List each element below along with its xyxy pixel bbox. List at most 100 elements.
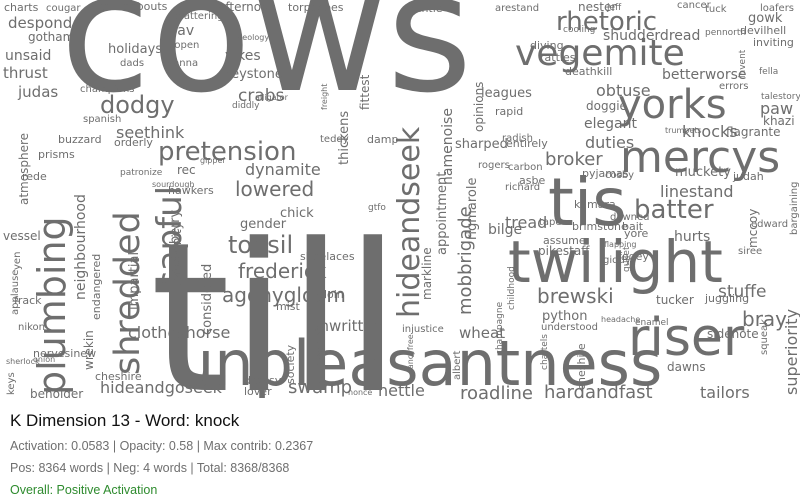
cloud-word-asbe: asbe xyxy=(519,174,545,187)
cloud-word-buzzard: buzzard xyxy=(58,133,102,146)
caption-panel: K Dimension 13 - Word: knock Activation:… xyxy=(10,408,790,498)
cloud-word-fittest: fittest xyxy=(358,74,372,110)
cloud-word-atmosphere: atmosphere xyxy=(17,133,31,205)
dimension-title: K Dimension 13 - Word: knock xyxy=(10,411,240,430)
cloud-word-bray: bray xyxy=(742,307,787,331)
cloud-word-errors: errors xyxy=(719,81,748,92)
cloud-word-prisms: prisms xyxy=(38,148,75,161)
cloud-word-cancer: cancer xyxy=(677,0,712,11)
cloud-word-childhood: childhood xyxy=(507,266,517,310)
cloud-word-sherlock: sherlock xyxy=(6,357,40,366)
cloud-word-riser: riser xyxy=(628,308,745,368)
cloud-word-gullet: gullet xyxy=(622,246,632,272)
cloud-word-betterworse: betterworse xyxy=(662,67,747,83)
cloud-word-spanish: spanish xyxy=(83,114,121,125)
cloud-word-rapid: rapid xyxy=(495,105,523,118)
cloud-word-tonsil: tonsil xyxy=(228,231,293,259)
cloud-word-headache: headache xyxy=(601,315,640,324)
cloud-word-flapping: flapping xyxy=(604,240,636,249)
cloud-word-judas: judas xyxy=(17,83,58,101)
cloud-word-shudderdread: shudderdread xyxy=(603,28,700,44)
cloud-word-albert: albert xyxy=(452,350,463,380)
cloud-word-appointment: appointment xyxy=(435,172,450,255)
cloud-word-superiority: superiority xyxy=(782,309,800,395)
cloud-word-tailors: tailors xyxy=(700,383,750,402)
cloud-word-nervesinew: nervesinew xyxy=(33,347,96,360)
cloud-word-trumpets: trumpets xyxy=(665,126,702,135)
word-counts: Pos: 8364 words | Neg: 4 words | Total: … xyxy=(10,461,290,475)
cloud-word-thickens: thickens xyxy=(337,111,352,165)
cloud-word-vessel: vessel xyxy=(3,229,41,243)
cloud-word-considered: considered xyxy=(200,264,215,335)
cloud-word-ideology: ideology xyxy=(235,33,269,42)
cloud-word-nester: nester xyxy=(578,0,616,14)
cloud-word-entirely: entirely xyxy=(506,137,548,150)
cloud-word-jeff: jeff xyxy=(606,3,622,13)
cloud-word-broker: broker xyxy=(545,149,603,170)
cloud-word-dads: dads xyxy=(120,58,144,69)
cloud-word-knocks: knocks xyxy=(682,122,738,141)
cloud-word-society: society xyxy=(284,344,297,384)
cloud-word-yen: yen xyxy=(12,252,23,270)
cloud-word-frederick: frederick xyxy=(238,259,327,283)
cloud-word-siree: siree xyxy=(738,246,762,257)
cloud-word-hideandgoseek: hideandgoseek xyxy=(100,378,223,397)
cloud-word-tucker: tucker xyxy=(656,293,694,307)
cloud-word-dodgy: dodgy xyxy=(100,91,175,119)
cloud-word-assume: assume xyxy=(543,234,586,247)
cloud-word-carbon: carbon xyxy=(508,162,543,173)
cloud-word-hawkers: hawkers xyxy=(168,184,214,197)
cloud-word-edward: edward xyxy=(751,219,788,230)
cloud-word-batter: batter xyxy=(634,195,714,225)
cloud-word-converted: converted xyxy=(313,324,326,380)
cloud-word-champions: champions xyxy=(80,84,135,95)
cloud-word-frack: frack xyxy=(14,294,42,307)
cloud-word-injustice: injustice xyxy=(402,324,444,335)
cloud-word-yore: yore xyxy=(624,227,649,240)
cloud-word-agonygloom: agonygloom xyxy=(222,283,346,307)
cloud-word-namenoise: namenoise xyxy=(440,108,456,185)
cloud-word-diddly: diddly xyxy=(232,101,260,111)
cloud-word-gender: gender xyxy=(240,217,287,232)
cloud-word-hardandfast: hardandfast xyxy=(544,382,653,403)
cloud-word-squeak: squeak xyxy=(759,319,770,355)
cloud-word-alligator: alligator xyxy=(255,93,289,102)
cloud-word-hurts: hurts xyxy=(674,229,710,245)
cloud-word-khazi: khazi xyxy=(763,114,795,128)
cloud-word-dawns: dawns xyxy=(667,360,706,374)
cloud-word-chattering: chattering xyxy=(172,11,224,22)
cloud-word-charts: charts xyxy=(4,1,39,14)
cloud-word-mantle: mantle xyxy=(404,2,443,15)
cloud-word-mercys: mercys xyxy=(620,132,780,183)
cloud-word-sourdough: sourdough xyxy=(152,180,194,189)
cloud-word-roadline: roadline xyxy=(460,383,533,404)
cloud-word-sav: sav xyxy=(170,23,194,39)
cloud-word-juggling: juggling xyxy=(704,292,749,305)
cloud-word-wrekin: wrekin xyxy=(82,330,96,370)
cloud-word-beholder: beholder xyxy=(30,387,83,401)
cloud-word-inviting: inviting xyxy=(753,36,794,49)
cloud-word-radish: radish xyxy=(502,133,533,144)
cloud-word-muckety: muckety xyxy=(675,165,731,180)
cloud-word-leagues: leagues xyxy=(481,86,532,101)
cloud-word-doin: doin xyxy=(320,288,344,301)
cloud-word-tread: tread xyxy=(505,213,547,232)
cloud-word-till: till xyxy=(150,201,401,405)
cloud-word-impartial: impartial xyxy=(127,252,142,310)
cloud-word-doggie: doggie xyxy=(586,99,627,113)
cloud-word-dawned: dawned xyxy=(610,212,650,223)
cloud-word-unpleasantness: unpleasantness xyxy=(175,327,662,400)
cloud-word-kumara: kumara xyxy=(574,198,616,211)
cloud-word-mccoy: mccoy xyxy=(746,209,760,248)
cloud-word-understood: understood xyxy=(541,322,598,333)
cloud-word-markline: markline xyxy=(420,247,434,300)
cloud-word-invent: invent xyxy=(738,49,748,78)
cloud-word-gipper: gipper xyxy=(200,156,226,165)
cloud-word-community: community xyxy=(170,222,184,290)
cloud-word-cheshire: cheshire xyxy=(95,370,142,383)
cloud-word-holidays: holidays xyxy=(108,42,162,57)
word-cloud: cows till unpleasantness twilight tis vegemit… xyxy=(3,0,800,405)
cloud-word-pyjamas: pyjamas xyxy=(582,167,629,180)
cloud-word-champagne: champagne xyxy=(495,301,505,355)
